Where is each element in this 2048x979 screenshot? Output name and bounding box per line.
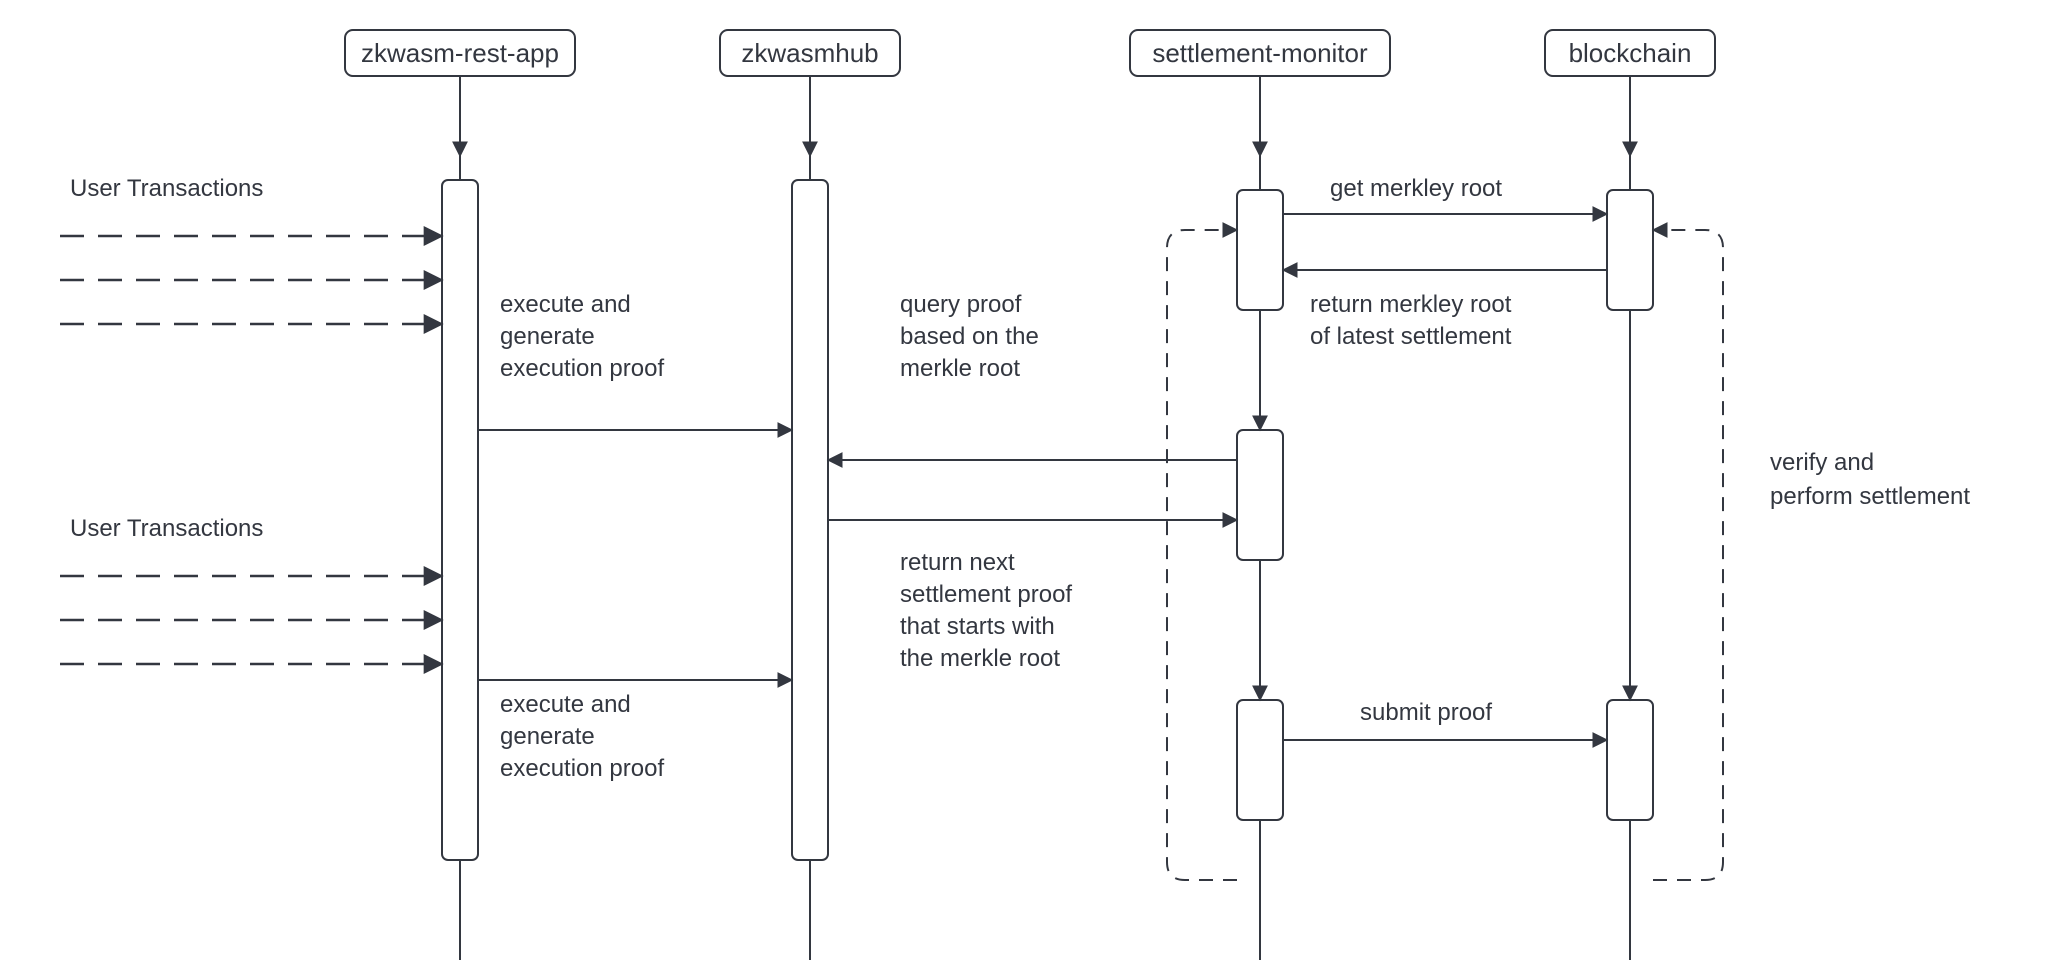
svg-text:settlement-monitor: settlement-monitor [1152,38,1368,68]
svg-text:User Transactions: User Transactions [70,175,263,202]
activation [1607,190,1653,310]
svg-text:submit proof: submit proof [1360,699,1492,726]
svg-text:generate: generate [500,323,595,350]
svg-text:perform settlement: perform settlement [1770,483,1970,510]
svg-text:return next: return next [900,549,1015,576]
activation [1237,700,1283,820]
activation [1237,430,1283,560]
svg-text:User Transactions: User Transactions [70,515,263,542]
svg-text:verify and: verify and [1770,449,1874,476]
svg-text:of latest settlement: of latest settlement [1310,323,1512,350]
svg-text:zkwasm-rest-app: zkwasm-rest-app [361,38,559,68]
svg-text:zkwasmhub: zkwasmhub [741,38,878,68]
activation [792,180,828,860]
svg-text:merkle root: merkle root [900,355,1020,382]
svg-text:get merkley root: get merkley root [1330,175,1502,202]
svg-text:return merkley root: return merkley root [1310,291,1512,318]
loop-arrow [1653,230,1723,880]
svg-text:that starts with: that starts with [900,613,1055,640]
svg-text:blockchain: blockchain [1569,38,1692,68]
activation [1237,190,1283,310]
svg-text:generate: generate [500,723,595,750]
svg-text:the merkle root: the merkle root [900,645,1060,672]
svg-text:query proof: query proof [900,291,1022,318]
svg-text:execute and: execute and [500,291,631,318]
activation [442,180,478,860]
svg-text:execution proof: execution proof [500,755,664,782]
svg-text:execute and: execute and [500,691,631,718]
svg-text:settlement proof: settlement proof [900,581,1072,608]
loop-arrow [1167,230,1237,880]
svg-text:execution proof: execution proof [500,355,664,382]
svg-text:based on the: based on the [900,323,1039,350]
activation [1607,700,1653,820]
